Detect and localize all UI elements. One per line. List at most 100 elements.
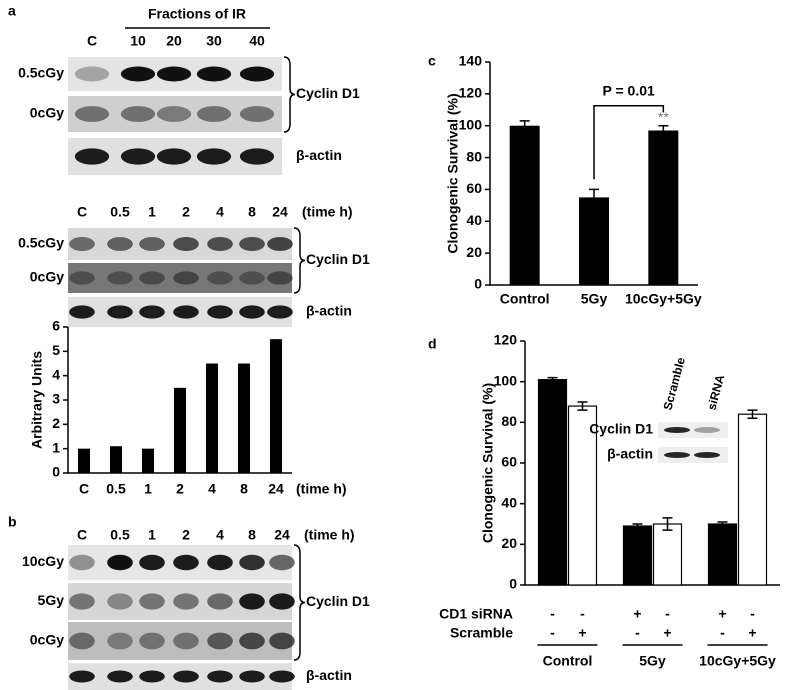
x-tick-label: 1 [144, 481, 152, 497]
blot-band [207, 236, 233, 252]
blot-band [156, 106, 192, 122]
blot-band [173, 632, 199, 650]
blot-band [107, 305, 133, 319]
blot-band [267, 236, 293, 252]
protein-label: Cyclin D1 [296, 85, 360, 101]
blot-band [239, 305, 265, 319]
lane-label: 20 [166, 33, 182, 49]
lane-unit: (time h) [304, 527, 355, 543]
panel-label: b [8, 514, 17, 530]
bar [174, 387, 186, 473]
blot-band [207, 305, 233, 319]
blot-band [69, 271, 95, 285]
annotation: ** [658, 109, 669, 125]
lane-label: siRNA [704, 373, 727, 412]
x-tick-label: 10cGy+5Gy [699, 653, 776, 669]
blot-band [156, 148, 192, 165]
blot-band [239, 670, 265, 683]
bar [652, 523, 683, 586]
annotation: P = 0.01 [603, 82, 656, 98]
y-tick-label: 0 [509, 576, 517, 592]
sign: - [635, 625, 640, 641]
blot-band [156, 66, 192, 82]
blot-band [267, 271, 293, 285]
blot-band [694, 427, 720, 433]
error-bar [747, 409, 758, 420]
lane-label: 24 [272, 204, 288, 220]
y-tick-label: 4 [52, 366, 60, 382]
x-tick-label: 2 [176, 481, 184, 497]
lane-label: 1 [148, 204, 156, 220]
blot-band [120, 148, 156, 165]
sign: + [578, 625, 586, 641]
blot-band [120, 106, 156, 122]
lane-label: 10 [130, 33, 146, 49]
bar [509, 125, 540, 285]
row-label: 0cGy [30, 269, 64, 285]
blot-band [107, 271, 133, 285]
y-tick-label: 120 [459, 85, 483, 101]
x-tick-label: 5Gy [581, 291, 608, 307]
blot-band [173, 554, 199, 571]
row-label: CD1 siRNA [439, 606, 513, 622]
blot-band [196, 106, 232, 122]
blot-band [69, 554, 95, 571]
brace [293, 544, 306, 661]
y-tick-label: 1 [52, 439, 60, 455]
lane-label: 2 [182, 204, 190, 220]
blot-header: Fractions of IR [148, 6, 246, 22]
x-tick-label: C [79, 481, 89, 497]
y-axis-label: Clonogenic Survival (%) [445, 93, 461, 253]
brace [283, 56, 296, 133]
blot-band [239, 271, 265, 285]
brace [293, 227, 306, 294]
lane-label: 30 [206, 33, 222, 49]
y-tick-label: 100 [459, 116, 483, 132]
blot-band [107, 554, 133, 571]
y-tick-label: 5 [52, 342, 60, 358]
bar [622, 525, 653, 586]
lane-label: Scramble [660, 355, 688, 411]
blot-band [207, 271, 233, 285]
blot-band [139, 236, 165, 252]
lane-label: 24 [274, 527, 290, 543]
blot-band [173, 305, 199, 319]
y-tick-label: 80 [501, 413, 517, 429]
row-label: 10cGy [22, 553, 64, 569]
error-bar [662, 517, 673, 531]
sign: + [718, 606, 726, 622]
blot-band [664, 427, 690, 433]
blot-band [74, 106, 110, 122]
row-label: 5Gy [38, 592, 65, 608]
blot-band [664, 452, 690, 458]
blot-band [69, 670, 95, 683]
blot-band [107, 670, 133, 683]
blot-band [173, 593, 199, 610]
sign: - [750, 606, 755, 622]
x-unit: (time h) [296, 481, 347, 497]
blot-band [107, 593, 133, 610]
y-tick-label: 0 [474, 276, 482, 292]
blot-band [207, 670, 233, 683]
blot-band [107, 632, 133, 650]
row-label: 0cGy [30, 632, 64, 648]
bar [567, 405, 598, 586]
bar [142, 448, 154, 473]
bar [707, 523, 738, 586]
lane-unit: (time h) [302, 204, 353, 220]
blot-band [694, 452, 720, 458]
x-tick-label: Control [543, 653, 593, 669]
lane-label: C [77, 204, 87, 220]
y-tick-label: 2 [52, 415, 60, 431]
y-axis-label: Arbitrary Units [29, 351, 45, 449]
bar [648, 130, 679, 285]
row-label: 0.5cGy [18, 235, 64, 251]
error-bar [577, 401, 588, 411]
sign: - [720, 625, 725, 641]
blot-band [196, 66, 232, 82]
blot-band [269, 632, 295, 650]
blot-band [69, 632, 95, 650]
error-bar [519, 120, 530, 132]
y-tick-label: 60 [501, 454, 517, 470]
